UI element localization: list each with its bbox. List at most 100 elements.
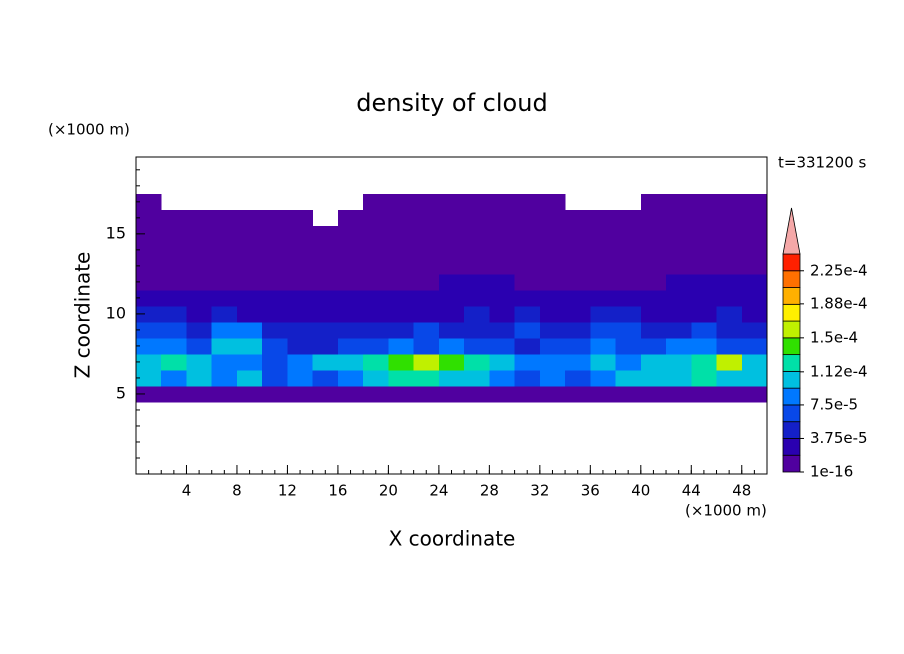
contour-cell [136, 241, 162, 259]
contour-cell [236, 289, 263, 307]
contour-cell [312, 273, 339, 291]
contour-cell [211, 241, 238, 259]
contour-cell [161, 273, 187, 291]
contour-cell [312, 321, 339, 339]
contour-cell [312, 353, 339, 371]
contour-cell [363, 225, 389, 243]
contour-cell [186, 369, 213, 387]
contour-cell [464, 273, 490, 291]
contour-cell [262, 305, 288, 323]
contour-cell [489, 289, 516, 307]
contour-cell [590, 241, 617, 259]
x-tick-label: 40 [631, 482, 650, 500]
contour-cell [186, 321, 213, 339]
contour-cell [565, 289, 591, 307]
contour-cell [236, 321, 263, 339]
contour-cell [337, 337, 364, 355]
contour-cell [489, 369, 516, 387]
contour-cell [363, 193, 389, 211]
contour-cell [136, 305, 162, 323]
contour-cell [666, 385, 692, 403]
contour-cell [337, 353, 364, 371]
contour-cell [337, 369, 364, 387]
contour-cell [287, 321, 314, 339]
contour-cell [136, 193, 162, 211]
contour-cell [716, 241, 743, 259]
contour-cell [438, 225, 465, 243]
colorbar-band [782, 303, 801, 322]
contour-cell [489, 241, 516, 259]
contour-cell [514, 273, 541, 291]
contour-cell [539, 225, 566, 243]
contour-cell [514, 209, 541, 227]
contour-cell [590, 353, 617, 371]
contour-cell [666, 257, 692, 275]
contour-cell [514, 369, 541, 387]
contour-cell [615, 241, 642, 259]
colorbar-band [782, 421, 801, 439]
contour-cell [337, 305, 364, 323]
contour-cell [615, 305, 642, 323]
contour-cell [161, 353, 187, 371]
contour-cell [312, 305, 339, 323]
contour-cell [590, 305, 617, 323]
contour-cell [363, 273, 389, 291]
contour-cell [514, 353, 541, 371]
contour-cell [211, 353, 238, 371]
contour-cell [388, 241, 415, 259]
contour-cell [565, 209, 591, 227]
contour-cell [666, 305, 692, 323]
colorbar-band [782, 404, 801, 423]
colorbar-tick-label: 2.25e-4 [810, 261, 868, 279]
contour-cell [716, 369, 743, 387]
contour-cell [514, 241, 541, 259]
contour-cell [211, 321, 238, 339]
contour-cell [666, 321, 692, 339]
contour-cell [413, 257, 440, 275]
contour-cell [590, 273, 617, 291]
contour-cell [186, 225, 213, 243]
contour-cell [438, 337, 465, 355]
contour-cell [312, 241, 339, 259]
contour-cell [716, 289, 743, 307]
contour-cell [716, 337, 743, 355]
contour-cell [489, 337, 516, 355]
contour-cell [186, 273, 213, 291]
contour-cell [211, 273, 238, 291]
contour-cell [287, 257, 314, 275]
colorbar-band [782, 287, 801, 305]
contour-cell [539, 305, 566, 323]
contour-cell [363, 305, 389, 323]
x-tick-label: 32 [530, 482, 549, 500]
contour-cell [363, 289, 389, 307]
contour-cell [236, 257, 263, 275]
contour-cell [666, 241, 692, 259]
contour-cell [666, 353, 692, 371]
x-tick-label: 16 [328, 482, 347, 500]
contour-cell [590, 209, 617, 227]
contour-cell [489, 353, 516, 371]
contour-cell [337, 289, 364, 307]
contour-cell [136, 209, 162, 227]
contour-cell [489, 385, 516, 403]
contour-cell [716, 193, 743, 211]
contour-cell [262, 353, 288, 371]
contour-cell [716, 273, 743, 291]
contour-cell [539, 289, 566, 307]
contour-cell [666, 337, 692, 355]
contour-cell [438, 305, 465, 323]
contour-cell [565, 321, 591, 339]
contour-cell [741, 337, 768, 355]
contour-cell [741, 193, 768, 211]
contour-cell [262, 241, 288, 259]
contour-cell [388, 385, 415, 403]
contour-cell [666, 193, 692, 211]
contour-cell [438, 273, 465, 291]
contour-cell [565, 353, 591, 371]
x-tick-label: 36 [581, 482, 600, 500]
y-axis-title: Z coordinate [71, 252, 95, 379]
contour-cell [262, 321, 288, 339]
contour-cell [262, 289, 288, 307]
contour-cell [438, 257, 465, 275]
chart-title: density of cloud [356, 89, 547, 117]
